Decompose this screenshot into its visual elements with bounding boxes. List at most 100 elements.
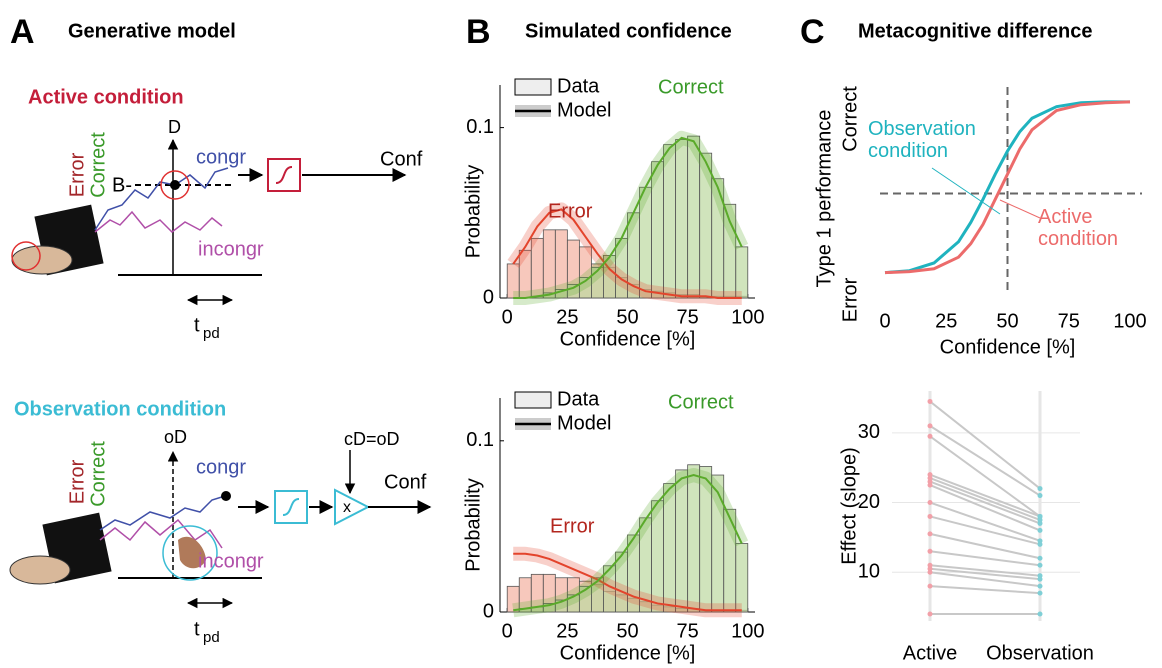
y-axis-label: Type 1 performance — [813, 110, 835, 288]
y-axis-label: Probability — [462, 165, 484, 258]
highlight — [160, 170, 190, 200]
y-tick-label: 0 — [483, 600, 494, 622]
subject-line — [929, 501, 1041, 542]
x-tick-label: 50 — [996, 310, 1018, 332]
legend-label: Data — [557, 388, 600, 410]
point — [1037, 576, 1043, 582]
subject-line — [929, 564, 1041, 577]
subject-line — [929, 473, 1041, 518]
panel-letter: A — [10, 13, 35, 51]
x-tick-label: Observation — [986, 642, 1094, 664]
gain — [334, 488, 371, 526]
point — [927, 562, 933, 568]
x-tick-label: 100 — [1113, 310, 1146, 332]
legend-label: Model — [557, 412, 611, 434]
model-line — [513, 474, 743, 612]
point — [1037, 517, 1043, 523]
sigmoid-box — [274, 490, 308, 524]
subject-line — [929, 425, 1041, 497]
gain-label: cD=oD — [344, 429, 400, 449]
x-tick-label: 0 — [502, 620, 513, 642]
legend-swatch — [514, 78, 552, 96]
x-tick-label: 75 — [677, 306, 699, 328]
subject-line — [929, 515, 1041, 546]
subject-line — [929, 484, 1041, 532]
congr-label: congr — [196, 146, 246, 168]
series-label: Correct — [668, 391, 734, 413]
subject-line — [929, 480, 1041, 525]
panel-letter: B — [466, 13, 491, 51]
subject-line — [929, 571, 1041, 588]
subject-line — [929, 532, 1041, 560]
incongr-label: incongr — [198, 550, 264, 572]
output-label: Conf — [384, 471, 427, 493]
series-label: Observation condition — [868, 118, 976, 162]
condition-title: Observation condition — [14, 398, 226, 420]
error-label: Error — [66, 459, 88, 504]
time-label: t — [194, 314, 200, 336]
active-diagram: Active condition Error Correct D B- cong… — [11, 86, 423, 342]
y-axis-label: Probability — [462, 478, 484, 571]
x-tick-label: Active — [903, 642, 957, 664]
point — [1037, 611, 1043, 617]
decision-point — [170, 180, 180, 190]
y-tick-label: 30 — [858, 421, 880, 443]
x-tick-label: 25 — [556, 306, 578, 328]
bar — [735, 246, 749, 299]
x-tick-label: 0 — [502, 306, 513, 328]
subject-line — [929, 567, 1041, 581]
x-tick-label: 25 — [935, 310, 957, 332]
model-line — [513, 552, 742, 612]
y-axis-label: Effect (slope) — [838, 447, 860, 564]
bar — [663, 144, 677, 299]
time-label: t — [194, 618, 200, 640]
x-tick-label: 0 — [879, 310, 890, 332]
legend-label: Data — [557, 75, 600, 97]
x-tick-label: 75 — [1058, 310, 1080, 332]
bar — [675, 139, 689, 299]
x-axis-label: Confidence [%] — [560, 642, 696, 664]
point — [927, 472, 933, 478]
observation-diagram: Observation condition Error Correct oD c… — [9, 398, 432, 646]
decision-point — [221, 491, 231, 501]
y-tick-label: 10 — [858, 560, 880, 582]
legend-label: Model — [557, 99, 611, 121]
callout — [999, 199, 1041, 219]
point — [927, 531, 933, 537]
point — [927, 433, 933, 439]
bar — [735, 543, 749, 613]
y-tick-label: 0.1 — [466, 116, 494, 138]
series-line — [884, 100, 1131, 275]
error-label: Error — [66, 152, 88, 197]
point — [1037, 513, 1043, 519]
model-line — [513, 136, 743, 299]
subject-line — [929, 477, 1041, 521]
congr-label: congr — [196, 456, 246, 478]
highlight — [11, 241, 41, 271]
point — [927, 423, 933, 429]
point — [1037, 493, 1043, 499]
incongr-trace — [94, 210, 223, 233]
y-tick-label: Correct — [839, 86, 861, 152]
time-subscript: pd — [203, 325, 220, 342]
point — [927, 482, 933, 488]
sigmoid-box — [267, 158, 301, 192]
point — [927, 569, 933, 575]
point — [927, 583, 933, 589]
point — [1037, 555, 1043, 561]
hand — [9, 555, 71, 585]
panel-title: Simulated confidence — [525, 20, 732, 42]
point — [927, 611, 933, 617]
point — [927, 398, 933, 404]
observed-hand — [178, 536, 206, 569]
bar — [687, 464, 701, 613]
point — [927, 513, 933, 519]
axis-label: oD — [164, 427, 187, 447]
point — [1037, 527, 1043, 533]
callout — [931, 167, 1001, 215]
series-label: Error — [548, 200, 593, 222]
x-axis-label: Confidence [%] — [940, 336, 1076, 358]
point — [927, 475, 933, 481]
series-label: Error — [550, 515, 595, 537]
